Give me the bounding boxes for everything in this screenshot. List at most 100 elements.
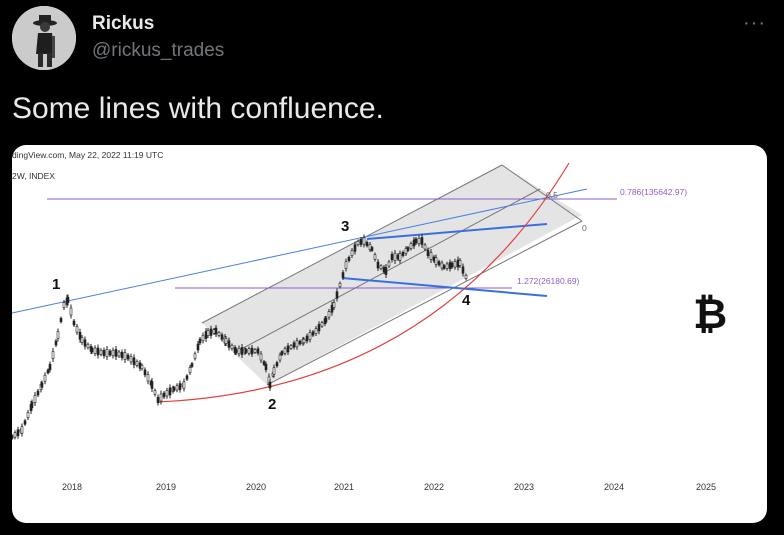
candle-body	[190, 363, 194, 367]
candle-body	[268, 381, 272, 389]
candle-body	[308, 332, 312, 340]
candle-body	[429, 252, 433, 260]
candle-body	[320, 322, 324, 327]
candle-body	[153, 390, 157, 395]
fib-0786-label: 0.786(135642.97)	[620, 187, 687, 197]
candle-body	[78, 331, 82, 340]
candle-body	[140, 364, 144, 370]
candle-body	[40, 382, 44, 388]
candle-body	[105, 349, 109, 357]
candle-body	[387, 261, 391, 267]
candle-body	[384, 267, 388, 275]
candle-body	[182, 381, 186, 389]
candle-body	[54, 340, 58, 346]
candle-body	[26, 412, 30, 418]
candle-body	[72, 320, 76, 326]
candle-body	[69, 307, 73, 316]
candle-body	[305, 335, 309, 342]
candle-body	[204, 331, 208, 339]
avatar[interactable]	[12, 6, 76, 70]
candle-body	[423, 244, 427, 250]
candle-body	[126, 354, 130, 360]
candle-body	[75, 326, 79, 333]
fib-zero-label: 0	[582, 223, 587, 233]
candle-body	[362, 237, 366, 245]
candle-body	[365, 241, 369, 247]
candle-body	[159, 393, 163, 402]
x-tick-2018: 2018	[62, 482, 82, 492]
wave-label-3: 3	[341, 218, 349, 235]
candle-body	[129, 356, 133, 363]
candle-body	[193, 353, 197, 359]
candle-body	[347, 256, 351, 262]
wave-label-4: 4	[462, 292, 471, 309]
wave-label-2: 2	[268, 396, 276, 413]
candle-body	[102, 349, 106, 357]
candle-body	[327, 311, 331, 318]
candle-body	[206, 330, 210, 336]
candle-body	[420, 237, 424, 245]
fib-half-label: 0.5	[546, 190, 558, 200]
display-name[interactable]: Rickus	[92, 13, 155, 34]
candle-body	[253, 349, 257, 353]
x-tick-2023: 2023	[514, 482, 534, 492]
candle-body	[317, 324, 321, 332]
candle-body	[406, 247, 410, 251]
candle-body	[212, 329, 216, 334]
candle-body	[117, 351, 121, 357]
price-chart: dingView.com, May 22, 2022 11:19 UTC 2W,…	[12, 150, 727, 492]
candle-body	[99, 349, 103, 355]
candle-body	[20, 426, 24, 434]
candle-body	[96, 347, 100, 356]
candle-body	[344, 261, 348, 269]
trendline-resistance	[366, 223, 548, 240]
candle-body	[373, 254, 377, 260]
candle-body	[146, 374, 150, 382]
candle-body	[280, 351, 284, 355]
bitcoin-icon: ₿	[693, 290, 727, 337]
candle-body	[30, 401, 34, 409]
candle-body	[453, 261, 457, 268]
user-handle[interactable]: @rickus_trades	[92, 40, 225, 61]
candle-body	[286, 345, 290, 353]
candle-body	[442, 265, 446, 269]
candle-body	[275, 362, 279, 367]
trendline-lower	[341, 277, 548, 297]
x-tick-2019: 2019	[156, 482, 176, 492]
tweet-text: Some lines with confluence.	[12, 92, 384, 125]
x-tick-2021: 2021	[334, 482, 354, 492]
more-options-icon[interactable]: ···	[743, 12, 766, 34]
candle-body	[46, 369, 50, 374]
candle-body	[234, 348, 238, 354]
parabolic-curve	[156, 162, 570, 403]
candle-body	[289, 345, 293, 349]
candle-body	[150, 381, 154, 389]
candle-body	[33, 395, 37, 403]
candle-body	[417, 237, 421, 245]
avatar-photo-icon	[12, 6, 76, 70]
candle-body	[168, 387, 172, 396]
candle-body	[434, 257, 438, 265]
candle-body	[13, 432, 17, 438]
chart-interval-label: 2W, INDEX	[12, 171, 55, 181]
candle-body	[108, 350, 112, 356]
candle-body	[370, 247, 374, 251]
tweet-media-chart[interactable]: dingView.com, May 22, 2022 11:19 UTC 2W,…	[12, 145, 767, 523]
candle-body	[359, 239, 363, 245]
candle-body	[262, 361, 266, 365]
candle-body	[12, 435, 14, 439]
candle-body	[90, 347, 94, 353]
candle-body	[338, 282, 342, 288]
candle-body	[214, 327, 218, 335]
candle-body	[175, 385, 179, 391]
candle-body	[458, 260, 462, 266]
candle-body	[86, 343, 90, 349]
candle-body	[227, 340, 231, 348]
candle-body	[48, 363, 52, 371]
candle-body	[311, 331, 315, 336]
wave-label-1: 1	[52, 276, 60, 293]
candle-body	[283, 348, 287, 354]
candle-body	[461, 266, 465, 274]
candle-body	[230, 344, 234, 350]
candle-body	[356, 240, 360, 246]
